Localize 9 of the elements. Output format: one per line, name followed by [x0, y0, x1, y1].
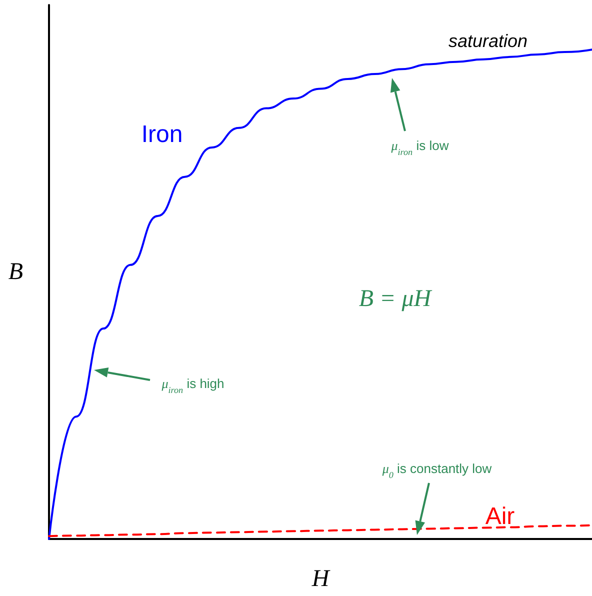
- series-label: Air: [485, 503, 515, 530]
- annotation: B = μH: [358, 286, 433, 312]
- y-axis-title: B: [8, 259, 24, 285]
- annotation: μ$_{iron}$ is high: [160, 376, 224, 395]
- annotation: μ$_{iron}$ is low: [390, 138, 450, 157]
- series-label: Iron: [141, 121, 183, 148]
- annotation: μ$_{0}$ is constantly low: [381, 461, 492, 480]
- x-axis-title: H: [310, 566, 331, 592]
- annotation: saturation: [448, 31, 528, 51]
